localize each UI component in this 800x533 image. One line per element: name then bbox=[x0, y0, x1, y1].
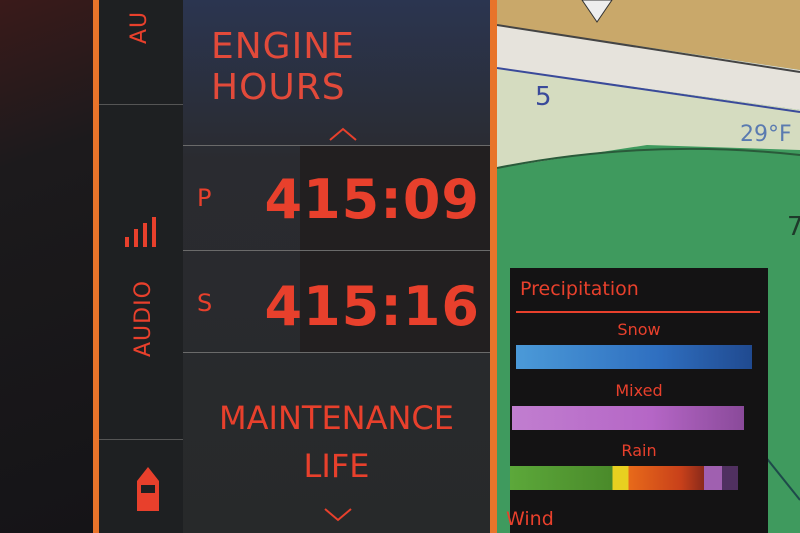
engine-hours-value: 415:16 bbox=[264, 275, 480, 338]
map-contours bbox=[497, 0, 800, 501]
rain-color-bar bbox=[510, 466, 738, 490]
engine-row-starboard: S 415:16 bbox=[183, 250, 490, 352]
frame-border bbox=[490, 0, 497, 533]
maintenance-label: LIFE bbox=[303, 447, 370, 485]
legend-label-wind: Wind bbox=[506, 508, 554, 530]
precipitation-legend: Precipitation Snow Mixed Rain Wind bbox=[506, 268, 768, 533]
map-label: 5 bbox=[535, 82, 552, 112]
sidebar-item-au[interactable]: AU bbox=[99, 0, 183, 105]
sidebar: AU AUDIO bbox=[99, 0, 183, 533]
maintenance-life-button[interactable]: MAINTENANCE LIFE bbox=[183, 352, 490, 527]
sidebar-item-audio[interactable]: AUDIO bbox=[99, 105, 183, 440]
engine-hours-value: 415:09 bbox=[264, 168, 480, 231]
legend-label-snow: Snow bbox=[617, 320, 661, 339]
engine-hours-panel: ENGINE HOURS P 415:09 S 415:16 MAINTENAN… bbox=[183, 0, 498, 533]
map-label: 29°F bbox=[740, 122, 792, 147]
chevron-up-icon[interactable] bbox=[328, 126, 358, 142]
device-bezel bbox=[0, 0, 95, 533]
sidebar-item-label: AU bbox=[127, 10, 152, 44]
sidebar-item-boat[interactable] bbox=[99, 440, 183, 533]
sidebar-item-label: AUDIO bbox=[131, 280, 156, 357]
snow-color-bar bbox=[516, 345, 752, 369]
signal-bars-icon bbox=[125, 217, 156, 247]
legend-label-rain: Rain bbox=[621, 441, 657, 460]
chevron-down-icon[interactable] bbox=[323, 506, 353, 522]
engine-row-port: P 415:09 bbox=[183, 145, 490, 250]
maintenance-label: MAINTENANCE bbox=[219, 399, 454, 437]
legend-label-mixed: Mixed bbox=[615, 381, 663, 400]
legend-title: Precipitation bbox=[520, 278, 639, 300]
engine-label: P bbox=[197, 184, 212, 212]
engine-label: S bbox=[197, 289, 213, 317]
divider bbox=[516, 311, 760, 313]
mixed-color-bar bbox=[512, 406, 744, 430]
page-title: ENGINE HOURS bbox=[211, 26, 355, 108]
map-label: 7 bbox=[787, 212, 800, 242]
boat-icon bbox=[137, 467, 159, 511]
frame-border bbox=[93, 0, 99, 533]
